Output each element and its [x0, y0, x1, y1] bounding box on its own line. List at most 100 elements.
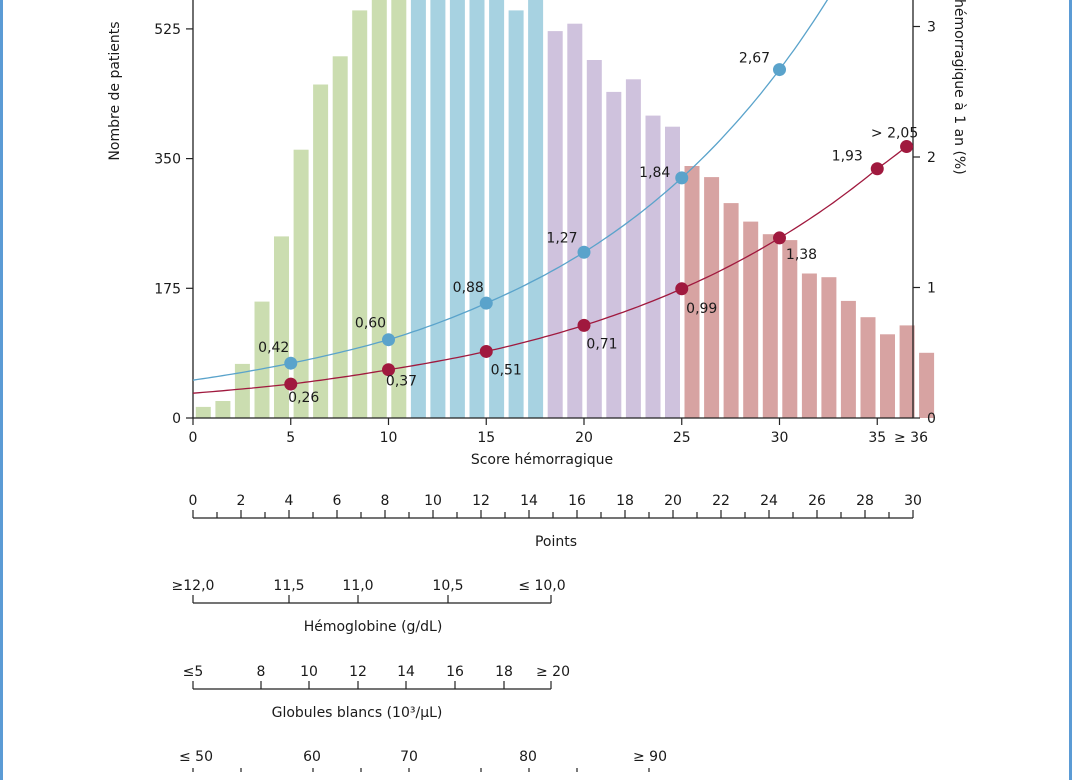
histogram-bar [606, 91, 622, 419]
risk-curves: 0,42 0,60 0,88 1,27 1,84 2,67 0,26 0,37 0,51 0,71… [192, 0, 918, 406]
histogram-bar [234, 363, 250, 418]
globules-scale-label: 14 [397, 664, 415, 680]
risk-point-marker [900, 140, 914, 154]
risk-point-label: 0,26 [288, 390, 319, 406]
risk-point-label: 0,71 [586, 336, 617, 352]
risk-point-marker [675, 171, 689, 185]
histogram-bar [469, 0, 485, 418]
risk-point-marker [675, 282, 689, 296]
globules-scale-label: 10 [300, 664, 318, 680]
bottom-scale-label: 70 [400, 749, 418, 765]
histogram-bar [430, 0, 446, 418]
globules-scale-label: 16 [446, 664, 464, 680]
hemoglobine-scale-label: ≥12,0 [172, 578, 215, 594]
x-axis-label: Score hémorragique [471, 452, 613, 468]
histogram-bars [195, 0, 935, 419]
risk-point-label: 0,60 [355, 316, 386, 332]
histogram-bar [743, 221, 759, 418]
left-y-ticks: 0 175 350 525 [154, 22, 193, 427]
risk-point-marker [870, 162, 884, 176]
points-scale-label: 18 [616, 493, 634, 509]
histogram-bar [586, 60, 602, 418]
risk-point-marker [773, 231, 786, 245]
risk-point-marker [284, 356, 298, 370]
risk-point-label: 1,38 [786, 247, 817, 263]
bottom-scale-label: 80 [519, 749, 537, 765]
risk-curve-line [192, 0, 829, 381]
globules-scale-label: 18 [495, 664, 513, 680]
points-scale-label: 6 [333, 493, 342, 509]
risk-point-label: 0,51 [491, 362, 522, 378]
points-scale-label: 16 [568, 493, 586, 509]
histogram-bar [860, 317, 876, 418]
histogram-bar [528, 0, 544, 418]
histogram-bar [313, 84, 329, 418]
histogram-bar [547, 31, 563, 418]
x-tick-label: 10 [380, 430, 398, 446]
histogram-bar [665, 126, 680, 418]
y-axis-label: Nombre de patients [107, 21, 123, 160]
risk-point-marker [577, 245, 591, 259]
x-tick-label: 35 [868, 430, 886, 446]
y2-tick-label: 2 [927, 150, 936, 166]
y-tick-label: 175 [154, 281, 181, 297]
risk-point-marker [382, 333, 395, 347]
histogram-bar [489, 0, 505, 418]
points-scale-title: Points [535, 534, 577, 550]
risk-point-label: 0,99 [686, 301, 717, 317]
risk-point-label: 1,84 [639, 165, 670, 181]
x-tick-label: 15 [477, 430, 495, 446]
right-y-ticks: 0 1 2 3 [913, 20, 936, 427]
histogram-bar [919, 352, 935, 418]
points-scale-label: 26 [808, 493, 826, 509]
risk-point-label: 1,93 [832, 149, 863, 165]
points-scale-label: 12 [472, 493, 490, 509]
points-scale-label: 30 [904, 493, 922, 509]
risk-point-label: 0,88 [453, 280, 484, 296]
histogram-bar [195, 406, 211, 418]
histogram-bar [704, 177, 720, 418]
histogram-bar [332, 56, 348, 419]
x-tick-label: 5 [286, 430, 295, 446]
points-scale-label: 4 [285, 493, 294, 509]
x-tick-label: 25 [673, 430, 691, 446]
points-scale-label: 8 [381, 493, 390, 509]
globules-scale-title: Globules blancs (10³/µL) [272, 705, 443, 721]
y2-tick-label: 3 [927, 20, 936, 36]
y2-axis-label: Risque hémorragique à 1 an (%) [951, 0, 967, 175]
histogram-bar [821, 277, 837, 418]
histogram-bar [684, 166, 700, 418]
x-ticks: 0 5 10 15 20 25 30 35 ≥ 36 [189, 418, 928, 446]
risk-point-label: 0,37 [386, 374, 417, 390]
points-scale-label: 24 [760, 493, 778, 509]
histogram-bar [508, 10, 524, 419]
risk-point-marker [284, 377, 298, 391]
bottom-scale-label: 60 [303, 749, 321, 765]
bottom-scale-label: ≤ 50 [179, 749, 213, 765]
y2-tick-label: 1 [927, 281, 936, 297]
histogram-bar [449, 0, 465, 418]
globules-scale-label: 8 [257, 664, 266, 680]
chart-axes [192, 0, 914, 419]
y-tick-label: 0 [172, 411, 181, 427]
hemoglobine-scale-title: Hémoglobine (g/dL) [304, 619, 443, 635]
histogram-bar [254, 301, 270, 418]
points-scale-label: 14 [520, 493, 538, 509]
histogram-bar [645, 115, 661, 418]
risk-point-marker [479, 344, 493, 358]
x-tick-label: 20 [575, 430, 593, 446]
points-scale-label: 0 [189, 493, 198, 509]
histogram-bar [391, 0, 407, 418]
risk-curve-line [192, 146, 907, 394]
bottom-scale-label: ≥ 90 [633, 749, 667, 765]
x-tick-label: 0 [189, 430, 198, 446]
histogram-bar [625, 79, 641, 419]
histogram-bar [840, 300, 856, 418]
histogram-bar [880, 334, 895, 418]
risk-point-marker [479, 296, 493, 310]
hemoglobine-scale-label: 11,5 [273, 578, 304, 594]
globules-scale-label: ≥ 20 [536, 664, 570, 680]
